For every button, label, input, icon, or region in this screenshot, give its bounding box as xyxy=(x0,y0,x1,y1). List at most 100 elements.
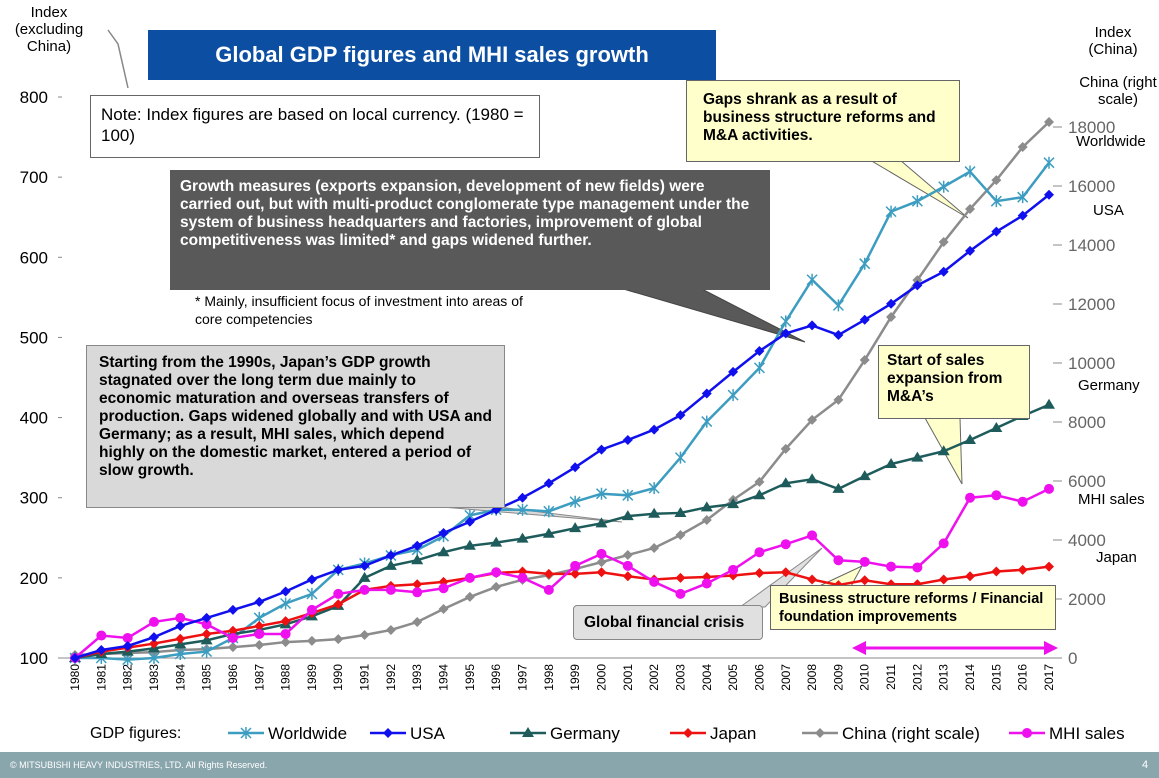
point xyxy=(753,489,766,500)
point xyxy=(359,629,370,640)
point xyxy=(464,572,475,583)
point xyxy=(200,634,213,645)
point xyxy=(1044,483,1054,494)
x-tick-label: 1993 xyxy=(410,664,424,691)
point xyxy=(227,625,238,636)
legend-label: Worldwide xyxy=(268,724,347,743)
point xyxy=(649,576,660,587)
x-tick-label: 2007 xyxy=(779,664,793,691)
point xyxy=(649,424,660,435)
point xyxy=(542,527,555,538)
point xyxy=(596,548,607,559)
point xyxy=(411,554,424,565)
point xyxy=(807,574,818,585)
legend-marker xyxy=(522,727,534,737)
point xyxy=(991,175,1002,186)
point xyxy=(175,633,186,644)
legend-marker xyxy=(383,728,393,738)
arrow-head xyxy=(852,641,866,655)
point xyxy=(859,355,870,366)
y2-tick-label: 12000 xyxy=(1068,295,1115,314)
point xyxy=(622,435,633,446)
y2-axis-label: Index (China) xyxy=(1088,24,1138,58)
x-tick-label: 1981 xyxy=(94,664,108,691)
callout-pointer xyxy=(868,159,969,219)
x-tick-label: 1995 xyxy=(463,664,477,691)
x-tick-label: 2012 xyxy=(910,664,924,691)
point xyxy=(254,640,265,651)
point xyxy=(754,476,765,487)
point xyxy=(491,581,502,592)
legend-label: USA xyxy=(410,724,446,743)
point xyxy=(675,572,686,583)
point xyxy=(912,275,923,286)
point xyxy=(648,482,660,495)
point xyxy=(859,556,870,567)
legend-marker xyxy=(1022,728,1032,738)
x-tick-label: 1983 xyxy=(147,664,161,691)
y-tick-label: 300 xyxy=(20,489,48,508)
footer-bar xyxy=(0,752,1159,778)
x-tick-label: 1999 xyxy=(568,664,582,691)
point xyxy=(1044,561,1054,572)
point xyxy=(175,620,186,631)
annotation: Gaps shrank as a result of business stru… xyxy=(686,80,960,162)
point xyxy=(384,559,397,570)
y2-tick-label: 8000 xyxy=(1068,413,1106,432)
x-tick-label: 1991 xyxy=(358,664,372,691)
point xyxy=(569,522,582,533)
x-tick-label: 2009 xyxy=(831,664,845,691)
y-tick-label: 400 xyxy=(20,409,48,428)
point xyxy=(965,571,976,582)
legend-title: GDP figures: xyxy=(90,725,181,742)
legend-marker xyxy=(240,727,252,739)
point xyxy=(833,330,844,341)
series xyxy=(69,398,1055,662)
x-tick-label: 2000 xyxy=(594,664,608,691)
y2-tick-label: 0 xyxy=(1068,649,1077,668)
point xyxy=(807,320,818,331)
point xyxy=(832,482,845,493)
point xyxy=(227,632,238,643)
y2-tick-label: 18000 xyxy=(1068,118,1115,137)
point xyxy=(1044,116,1054,127)
x-tick-label: 2010 xyxy=(858,664,872,691)
point xyxy=(886,311,897,322)
point xyxy=(148,632,159,643)
x-tick-label: 2005 xyxy=(726,664,740,691)
point xyxy=(622,489,634,502)
point xyxy=(438,527,449,538)
point xyxy=(806,273,818,286)
point xyxy=(990,195,1002,208)
point xyxy=(858,470,871,481)
x-tick-label: 2017 xyxy=(1042,664,1056,691)
point xyxy=(385,550,396,561)
point xyxy=(964,434,977,445)
point xyxy=(333,588,344,599)
point xyxy=(780,443,791,454)
point xyxy=(148,638,159,649)
point xyxy=(201,619,212,630)
x-tick-label: 1994 xyxy=(437,664,451,691)
point xyxy=(543,568,554,579)
x-tick-label: 2008 xyxy=(805,664,819,691)
annotation: Business structure reforms / Financial f… xyxy=(770,585,1056,630)
point xyxy=(517,492,528,503)
point xyxy=(358,571,371,582)
point xyxy=(280,628,291,639)
series-end-label: Worldwide xyxy=(1076,133,1146,150)
point xyxy=(990,421,1003,432)
annotation: Growth measures (exports expansion, deve… xyxy=(170,170,770,290)
y2-tick-label: 6000 xyxy=(1068,472,1106,491)
series-end-label: Germany xyxy=(1078,377,1140,394)
point xyxy=(96,644,107,655)
point xyxy=(464,516,475,527)
point xyxy=(306,574,317,585)
point xyxy=(596,567,607,578)
point xyxy=(385,624,396,635)
point xyxy=(543,478,554,489)
point xyxy=(779,477,792,488)
point xyxy=(254,620,265,631)
point xyxy=(412,540,423,551)
point xyxy=(754,346,765,357)
